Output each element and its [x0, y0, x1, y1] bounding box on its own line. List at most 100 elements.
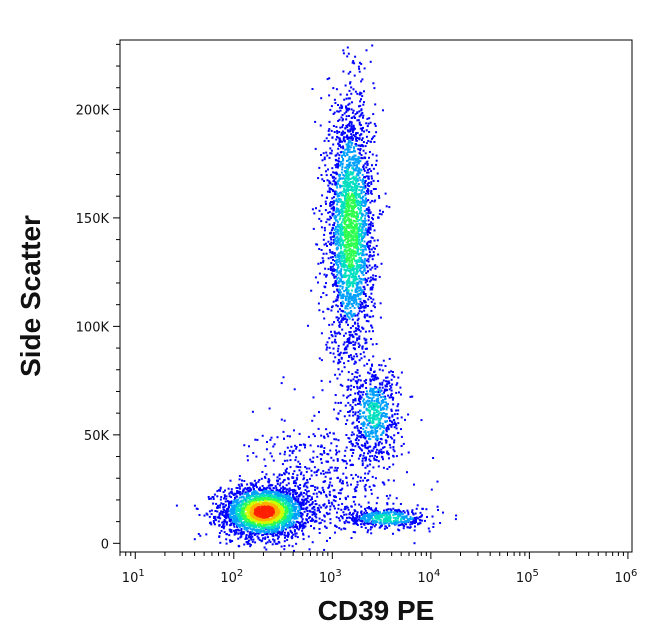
event-dot: [274, 542, 277, 545]
event-dot: [363, 523, 366, 526]
event-dot: [346, 181, 349, 184]
event-dot: [318, 411, 320, 414]
event-dot: [370, 532, 373, 535]
event-dot: [396, 413, 399, 415]
event-dot: [219, 512, 222, 515]
event-dot: [341, 105, 344, 108]
event-dot: [370, 309, 373, 312]
event-dot: [338, 213, 340, 216]
event-dot: [324, 200, 327, 203]
event-dot: [349, 140, 352, 143]
event-dot: [339, 227, 342, 230]
event-dot: [375, 163, 377, 166]
event-dot: [358, 329, 361, 331]
event-dot: [369, 387, 372, 390]
event-dot: [283, 453, 286, 456]
event-dot: [355, 518, 358, 521]
event-dot: [345, 148, 348, 151]
event-dot: [343, 290, 346, 293]
event-dot: [275, 489, 278, 492]
event-dot: [297, 497, 300, 500]
event-dot: [382, 400, 385, 403]
event-dot: [356, 314, 359, 317]
event-dot: [293, 512, 296, 515]
event-dot: [368, 251, 371, 254]
event-dot: [348, 162, 351, 165]
event-dot: [342, 295, 345, 297]
event-dot: [367, 305, 369, 307]
event-dot: [220, 502, 223, 505]
event-dot: [371, 435, 374, 438]
event-dot: [332, 196, 335, 199]
event-dot: [337, 507, 340, 510]
event-dot: [370, 425, 373, 428]
event-dot: [405, 516, 408, 519]
event-dot: [426, 516, 428, 518]
event-dot: [238, 514, 241, 516]
event-dot: [358, 123, 361, 126]
event-dot: [219, 487, 222, 490]
event-dot: [382, 412, 385, 414]
event-dot: [335, 210, 338, 213]
event-dot: [251, 410, 254, 413]
event-dot: [346, 165, 349, 168]
event-dot: [345, 519, 348, 522]
event-dot: [363, 156, 366, 159]
event-dot: [356, 339, 359, 342]
event-dot: [318, 532, 321, 534]
event-dot: [272, 538, 275, 541]
event-dot: [244, 526, 247, 529]
event-dot: [357, 439, 360, 442]
event-dot: [354, 117, 356, 119]
event-dot: [354, 321, 356, 324]
event-dot: [366, 270, 369, 273]
event-dot: [349, 459, 351, 462]
event-dot: [367, 472, 370, 475]
event-dot: [350, 474, 353, 476]
event-dot: [266, 528, 269, 531]
event-dot: [349, 136, 352, 139]
event-dot: [241, 479, 243, 482]
event-dot: [330, 152, 333, 155]
event-dot: [304, 525, 307, 528]
event-dot: [288, 517, 291, 519]
event-dot: [376, 417, 379, 420]
event-dot: [380, 452, 383, 455]
event-dot: [232, 494, 235, 496]
event-dot: [348, 130, 351, 133]
event-dot: [352, 496, 355, 499]
event-dot: [348, 303, 351, 306]
event-dot: [394, 518, 397, 521]
event-dot: [239, 491, 242, 494]
event-dot: [331, 203, 334, 206]
event-dot: [357, 148, 360, 151]
event-dot: [358, 344, 361, 347]
event-dot: [420, 419, 423, 422]
event-dot: [341, 221, 344, 224]
event-dot: [330, 231, 333, 234]
event-dot: [291, 513, 294, 516]
event-dot: [311, 513, 314, 516]
event-dot: [352, 278, 355, 281]
event-dot: [213, 493, 216, 496]
event-dot: [321, 159, 324, 162]
event-dot: [334, 373, 337, 376]
event-dot: [379, 418, 382, 421]
event-dot: [363, 411, 366, 414]
event-dot: [404, 520, 407, 523]
event-dot: [376, 435, 379, 438]
event-dot: [323, 156, 326, 159]
event-dot: [243, 493, 246, 495]
event-dot: [232, 501, 235, 504]
event-dot: [364, 184, 367, 187]
event-dot: [323, 139, 326, 142]
event-dot: [370, 279, 373, 282]
event-dot: [348, 121, 351, 124]
event-dot: [363, 269, 366, 272]
event-dot: [330, 229, 333, 232]
event-dot: [401, 513, 404, 515]
event-dot: [378, 521, 381, 524]
event-dot: [406, 518, 409, 521]
event-dot: [421, 507, 424, 510]
event-dot: [336, 247, 339, 250]
